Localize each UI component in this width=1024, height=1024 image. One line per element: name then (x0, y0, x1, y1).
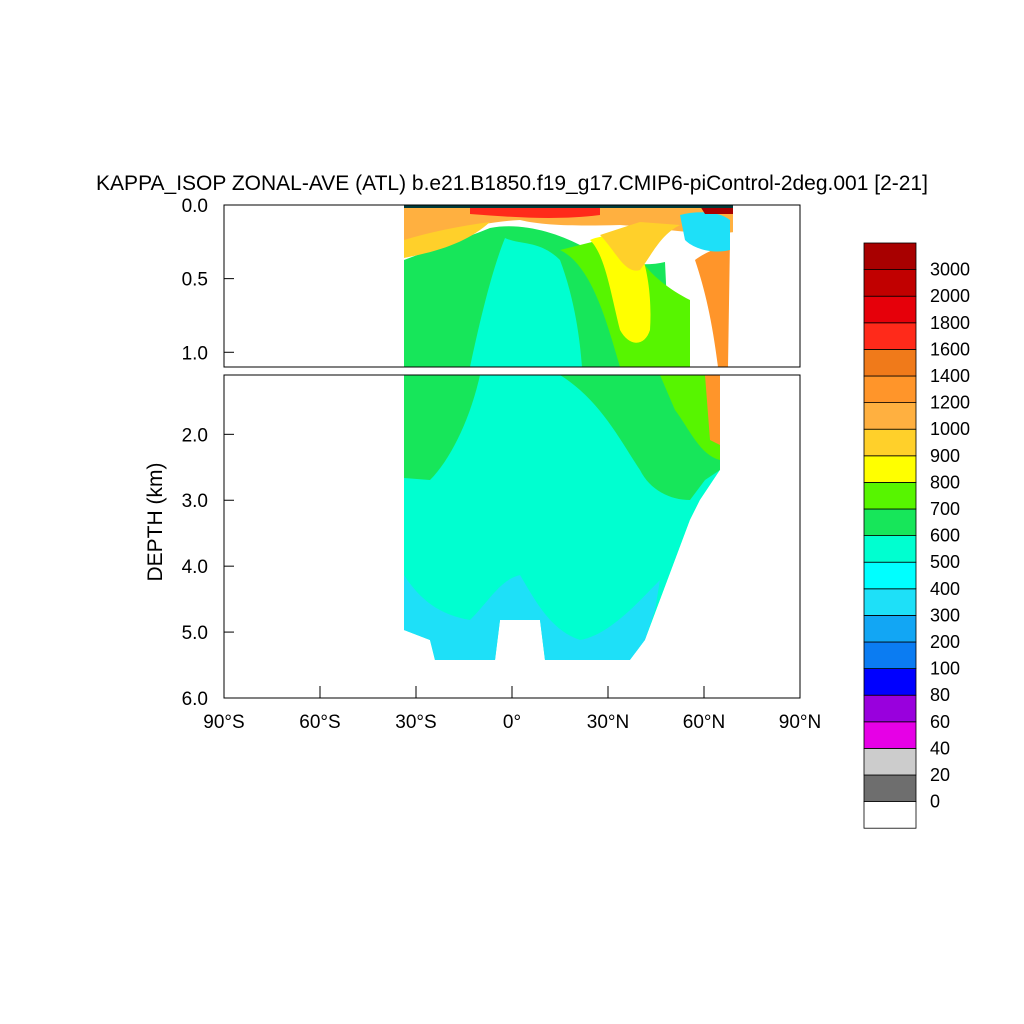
colorbar-label: 100 (930, 659, 960, 679)
colorbar-label: 600 (930, 526, 960, 546)
colorbar-label: 200 (930, 632, 960, 652)
lower-mask-left (224, 375, 404, 698)
colorbar-label: 1800 (930, 313, 970, 333)
lower-region-cyan (404, 575, 660, 660)
colorbar-swatch (863, 348, 917, 377)
lower-panel-field (224, 375, 800, 698)
upper-region-cyan (470, 238, 582, 367)
colorbar-label: 700 (930, 499, 960, 519)
y-tick-label: 2.0 (182, 425, 208, 446)
colorbar-swatch (863, 242, 917, 271)
colorbar-swatch (863, 375, 917, 404)
y-tick-label: 0.5 (182, 270, 208, 291)
colorbar-swatch (863, 748, 917, 776)
y-tick-label: 1.0 (182, 343, 208, 364)
colorbar: 0 20 40 60 80 100 200 300 400 500 600 700 800 900 1000… (863, 242, 970, 829)
y-tick-label: 6.0 (182, 689, 208, 710)
colorbar-swatch (863, 269, 917, 297)
x-tick-label: 90°S (203, 712, 244, 733)
x-tick-label: 60°S (299, 712, 340, 733)
lower-region-orange (705, 375, 720, 445)
colorbar-swatch (863, 588, 917, 616)
x-tick-label: 30°S (395, 712, 436, 733)
colorbar-swatch (863, 668, 917, 696)
x-axis-ticks: 90°S 60°S 30°S 0° 30°N 60°N 90°N (203, 686, 821, 733)
y-axis-ticks-upper: 0.0 0.5 1.0 (182, 196, 234, 364)
lower-region-green (404, 375, 480, 480)
lower-mask-right (630, 375, 800, 698)
x-tick-label: 90°N (779, 712, 821, 733)
colorbar-label: 1200 (930, 393, 970, 413)
colorbar-swatch (863, 721, 917, 749)
upper-mask-left (224, 205, 404, 367)
upper-region-cyan-pool (680, 212, 730, 252)
colorbar-label: 400 (930, 579, 960, 599)
upper-mask-right (733, 205, 800, 367)
upper-region-red (470, 206, 600, 218)
upper-region-gold (404, 222, 490, 258)
colorbar-label: 80 (930, 685, 950, 705)
colorbar-label: 500 (930, 552, 960, 572)
colorbar-label: 300 (930, 605, 960, 625)
colorbar-swatch (863, 641, 917, 670)
colorbar-swatch (863, 402, 917, 430)
y-tick-label: 3.0 (182, 491, 208, 512)
colorbar-label: 20 (930, 765, 950, 785)
colorbar-swatch (863, 694, 917, 723)
colorbar-label: 1400 (930, 366, 970, 386)
upper-region-orange-hl (695, 240, 730, 367)
colorbar-label: 900 (930, 446, 960, 466)
colorbar-swatch (863, 801, 917, 829)
x-tick-label: 30°N (587, 712, 629, 733)
colorbar-swatch (863, 322, 917, 350)
x-tick-label: 0° (503, 712, 521, 733)
colorbar-swatch (863, 561, 917, 590)
y-tick-label: 0.0 (182, 196, 208, 217)
colorbar-swatch (863, 295, 917, 324)
upper-panel-field (224, 205, 800, 367)
colorbar-label: 3000 (930, 260, 970, 280)
colorbar-swatch (863, 774, 917, 803)
colorbar-swatch (863, 455, 917, 483)
y-axis-label: DEPTH (km) (144, 463, 167, 582)
upper-surface-line (404, 205, 733, 208)
colorbar-label: 1000 (930, 419, 970, 439)
colorbar-swatch (863, 535, 917, 563)
colorbar-swatch (863, 428, 917, 457)
upper-panel-frame (223, 204, 801, 368)
y-tick-label: 5.0 (182, 623, 208, 644)
lower-region-lightgreen (660, 375, 720, 460)
colorbar-swatch (863, 508, 917, 537)
colorbar-swatch (863, 481, 917, 510)
chart-title: KAPPA_ISOP ZONAL-AVE (ATL) b.e21.B1850.f… (96, 172, 928, 195)
colorbar-label: 40 (930, 738, 950, 758)
y-tick-label: 4.0 (182, 557, 208, 578)
colorbar-swatch (863, 615, 917, 643)
x-tick-label: 60°N (683, 712, 725, 733)
colorbar-label: 2000 (930, 286, 970, 306)
colorbar-label: 800 (930, 472, 960, 492)
colorbar-label: 60 (930, 712, 950, 732)
colorbar-label: 1600 (930, 339, 970, 359)
colorbar-label: 0 (930, 792, 940, 812)
upper-region-gold-2 (600, 222, 680, 271)
y-axis-ticks-lower: 2.0 3.0 4.0 5.0 6.0 (182, 425, 234, 710)
